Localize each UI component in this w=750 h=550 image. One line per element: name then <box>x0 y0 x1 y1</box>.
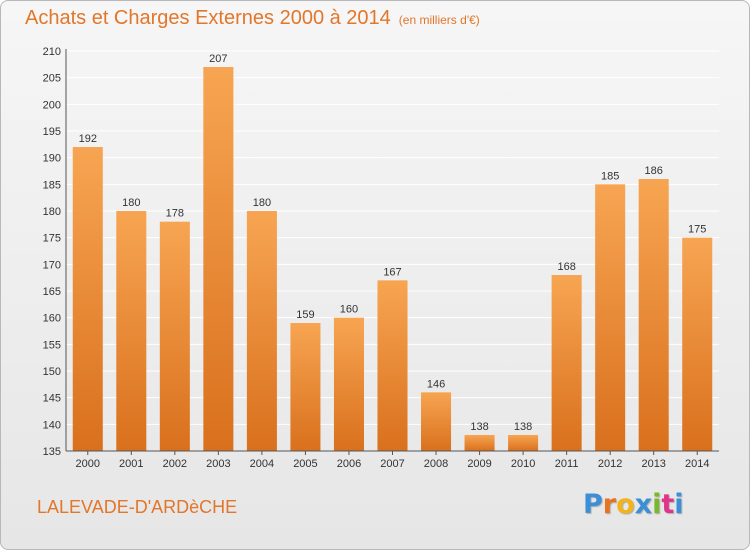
bar <box>595 184 626 452</box>
x-tick-label: 2008 <box>424 458 448 470</box>
x-tick-label: 2002 <box>163 458 187 470</box>
data-label: 138 <box>470 421 488 433</box>
data-label: 192 <box>79 133 97 145</box>
data-label: 180 <box>253 197 271 209</box>
x-tick-label: 2009 <box>467 458 491 470</box>
logo-letter: r <box>602 489 617 520</box>
x-tick-label: 2010 <box>511 458 535 470</box>
y-tick-label: 145 <box>43 393 61 405</box>
x-tick-label: 2000 <box>76 458 100 470</box>
logo-letter: i <box>674 489 684 520</box>
bar <box>551 275 582 451</box>
x-tick-label: 2014 <box>685 458 709 470</box>
bar <box>682 237 713 451</box>
y-tick-label: 140 <box>43 419 61 431</box>
logo-letter: x <box>634 489 653 520</box>
y-tick-label: 190 <box>43 153 61 165</box>
y-tick-label: 210 <box>43 46 61 58</box>
bar <box>508 435 539 451</box>
y-tick-label: 165 <box>43 286 61 298</box>
x-tick-label: 2006 <box>337 458 361 470</box>
logo-letter: o <box>616 489 635 520</box>
bar <box>333 317 364 451</box>
bar <box>638 179 669 451</box>
bar <box>464 435 495 451</box>
y-tick-label: 175 <box>43 233 61 245</box>
data-label: 160 <box>340 304 358 316</box>
y-tick-label: 200 <box>43 99 61 111</box>
data-label: 159 <box>296 309 314 321</box>
y-tick-label: 155 <box>43 339 61 351</box>
bar <box>246 211 277 451</box>
data-label: 168 <box>557 261 575 273</box>
x-tick-label: 2001 <box>119 458 143 470</box>
x-tick-label: 2011 <box>555 458 579 470</box>
x-tick-label: 2004 <box>250 458 274 470</box>
bar <box>290 323 321 451</box>
data-label: 207 <box>209 53 227 65</box>
bar <box>159 221 190 451</box>
y-tick-label: 185 <box>43 179 61 191</box>
data-label: 167 <box>383 266 401 278</box>
y-tick-label: 205 <box>43 73 61 85</box>
y-tick-label: 195 <box>43 126 61 138</box>
bar <box>421 392 452 451</box>
proxiti-logo: Proxiti <box>583 489 684 520</box>
chart-unit: (en milliers d'€) <box>398 13 480 27</box>
x-tick-label: 2005 <box>293 458 317 470</box>
logo-letter: P <box>583 489 603 520</box>
bar <box>72 147 103 451</box>
y-tick-label: 170 <box>43 259 61 271</box>
logo-letter: i <box>652 489 662 520</box>
data-label: 146 <box>427 378 445 390</box>
y-tick-label: 150 <box>43 366 61 378</box>
y-tick-label: 160 <box>43 313 61 325</box>
data-label: 138 <box>514 421 532 433</box>
data-label: 175 <box>688 224 706 236</box>
chart-title-text: Achats et Charges Externes 2000 à 2014 <box>25 7 391 29</box>
bar <box>116 211 147 451</box>
y-tick-label: 135 <box>43 446 61 458</box>
x-tick-label: 2012 <box>598 458 622 470</box>
data-label: 178 <box>166 208 184 220</box>
x-tick-label: 2003 <box>206 458 230 470</box>
data-label: 185 <box>601 170 619 182</box>
axes: 135 140 145 150 155 160 165 170 175 180 185 190 195 2… <box>43 46 719 470</box>
logo-letter: t <box>661 489 675 520</box>
commune-name: LALEVADE-D'ARDèCHE <box>37 497 238 517</box>
data-label: 180 <box>122 197 140 209</box>
bar <box>377 280 408 451</box>
chart-title: Achats et Charges Externes 2000 à 2014 (e… <box>25 7 480 30</box>
data-label: 186 <box>645 165 663 177</box>
bars <box>72 67 713 452</box>
y-tick-label: 180 <box>43 206 61 218</box>
bar <box>203 67 234 451</box>
x-tick-label: 2007 <box>380 458 404 470</box>
x-tick-label: 2013 <box>641 458 665 470</box>
data-labels: 192 180 178 207 180 159 160 167 146 138 138 168 185 1… <box>79 53 707 433</box>
